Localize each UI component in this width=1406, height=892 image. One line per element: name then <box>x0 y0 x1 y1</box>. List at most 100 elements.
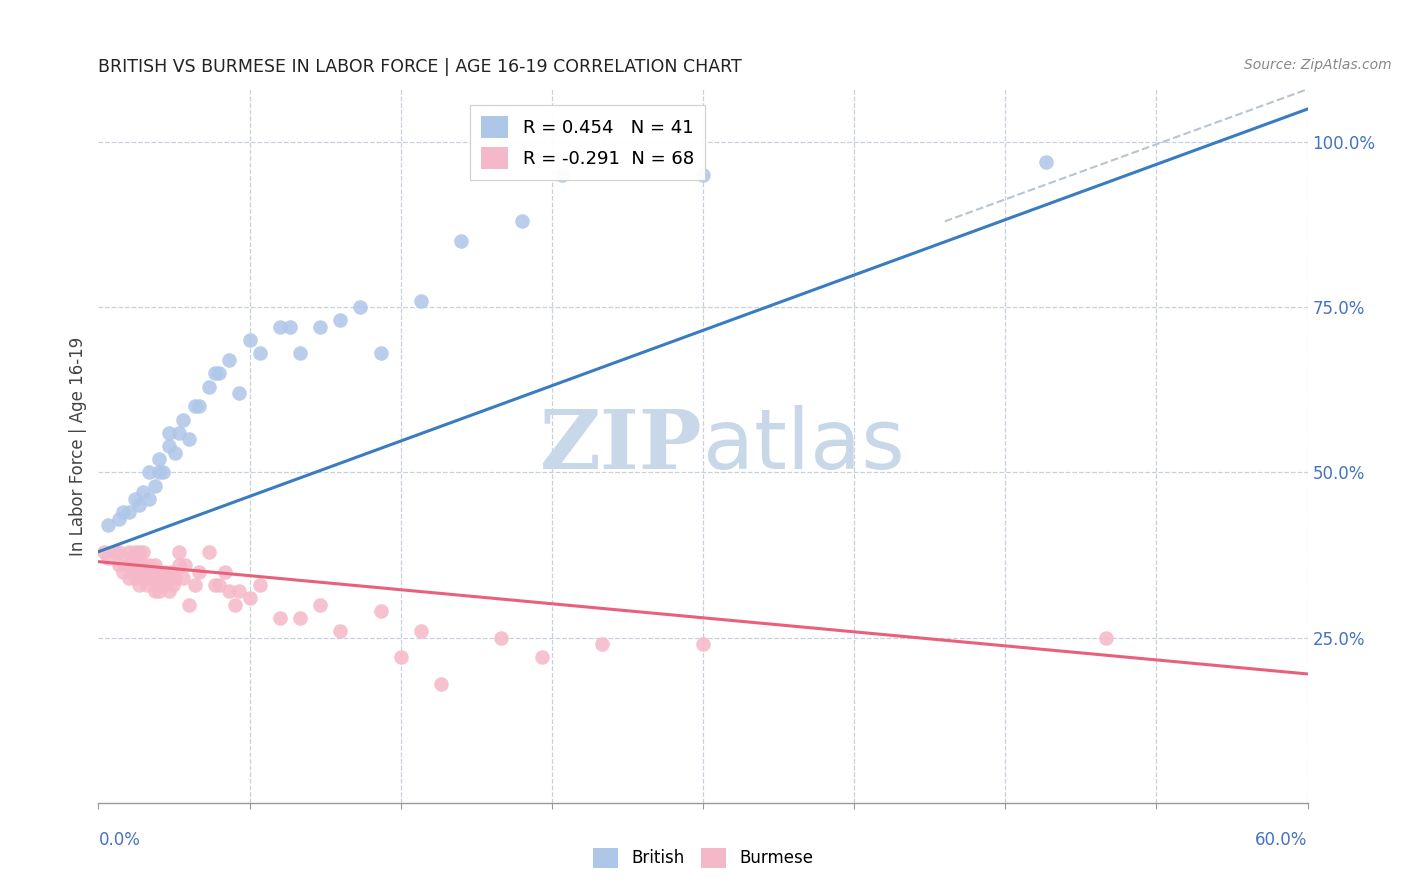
Point <box>143 571 166 585</box>
Point <box>204 367 226 381</box>
Point <box>179 433 201 447</box>
Point <box>249 578 271 592</box>
Point <box>167 545 190 559</box>
Point <box>148 452 170 467</box>
Point <box>591 637 613 651</box>
Point <box>118 545 141 559</box>
Point <box>93 545 115 559</box>
Point <box>157 584 180 599</box>
Point <box>198 379 221 393</box>
Point <box>107 545 129 559</box>
Point <box>491 631 513 645</box>
Point <box>1095 631 1118 645</box>
Point <box>409 293 432 308</box>
Point <box>510 214 533 228</box>
Point <box>153 565 176 579</box>
Point <box>204 578 226 592</box>
Point <box>128 565 150 579</box>
Point <box>97 518 120 533</box>
Point <box>124 558 146 572</box>
Point <box>148 578 170 592</box>
Point <box>143 584 166 599</box>
Point <box>118 558 141 572</box>
Point <box>167 425 190 440</box>
Text: Source: ZipAtlas.com: Source: ZipAtlas.com <box>1244 58 1392 72</box>
Point <box>172 412 194 426</box>
Point <box>157 571 180 585</box>
Point <box>103 545 125 559</box>
Point <box>224 598 246 612</box>
Point <box>148 466 170 480</box>
Point <box>128 499 150 513</box>
Point <box>188 565 211 579</box>
Point <box>120 558 142 572</box>
Y-axis label: In Labor Force | Age 16-19: In Labor Force | Age 16-19 <box>69 336 87 556</box>
Point <box>172 571 194 585</box>
Point <box>128 578 150 592</box>
Point <box>370 346 392 360</box>
Legend: R = 0.454   N = 41, R = -0.291  N = 68: R = 0.454 N = 41, R = -0.291 N = 68 <box>470 105 704 180</box>
Point <box>329 624 352 638</box>
Point <box>208 367 231 381</box>
Point <box>143 558 166 572</box>
Point <box>167 558 190 572</box>
Point <box>692 168 714 182</box>
Point <box>269 320 291 334</box>
Point <box>128 558 150 572</box>
Point <box>530 650 553 665</box>
Point <box>551 168 574 182</box>
Point <box>132 558 155 572</box>
Point <box>111 505 134 519</box>
Point <box>208 578 231 592</box>
Point <box>148 565 170 579</box>
Point <box>214 565 236 579</box>
Point <box>107 558 129 572</box>
Point <box>135 578 157 592</box>
Point <box>124 545 146 559</box>
Text: ZIP: ZIP <box>540 406 703 486</box>
Point <box>163 445 186 459</box>
Point <box>132 565 155 579</box>
Point <box>409 624 432 638</box>
Point <box>128 545 150 559</box>
Point <box>97 551 120 566</box>
Point <box>143 478 166 492</box>
Point <box>138 558 160 572</box>
Point <box>107 511 129 525</box>
Point <box>389 650 412 665</box>
Point <box>239 333 262 347</box>
Point <box>111 565 134 579</box>
Point <box>139 565 162 579</box>
Point <box>188 400 211 414</box>
Point <box>118 571 141 585</box>
Point <box>218 584 240 599</box>
Point <box>132 571 155 585</box>
Point <box>138 491 160 506</box>
Point <box>160 565 183 579</box>
Point <box>309 598 332 612</box>
Point <box>162 578 184 592</box>
Point <box>114 551 136 566</box>
Point <box>179 598 201 612</box>
Point <box>152 466 174 480</box>
Point <box>228 584 250 599</box>
Point <box>349 300 371 314</box>
Point <box>692 637 714 651</box>
Point <box>239 591 262 605</box>
Point <box>228 386 250 401</box>
Legend: British, Burmese: British, Burmese <box>586 841 820 875</box>
Point <box>174 558 197 572</box>
Text: atlas: atlas <box>703 406 904 486</box>
Point <box>1035 154 1057 169</box>
Point <box>278 320 301 334</box>
Point <box>152 578 174 592</box>
Point <box>163 571 186 585</box>
Point <box>157 425 180 440</box>
Point <box>218 353 240 368</box>
Text: 60.0%: 60.0% <box>1256 831 1308 849</box>
Point <box>269 611 291 625</box>
Point <box>198 545 221 559</box>
Point <box>138 466 160 480</box>
Point <box>148 584 170 599</box>
Point <box>132 485 155 500</box>
